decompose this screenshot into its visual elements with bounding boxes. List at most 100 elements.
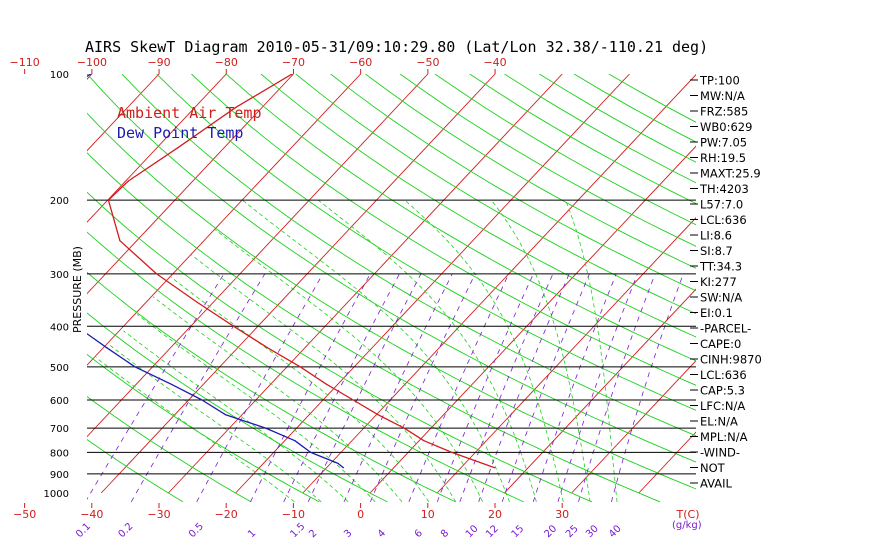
mixing-ratio-line	[343, 273, 453, 503]
pressure-tick-label: 300	[50, 270, 69, 281]
mixing-ratio-line	[436, 273, 534, 503]
dry-adiabat-line	[87, 112, 696, 490]
index-label: SI:8.7	[700, 244, 733, 258]
mixing-ratio-label: 6	[413, 528, 425, 540]
mixing-ratio-label: 30	[584, 523, 601, 540]
index-label: EI:0.1	[700, 306, 733, 320]
index-label: MW:N/A	[700, 89, 745, 103]
top-temp-tick-label: −40	[483, 56, 506, 69]
dew-point-temp-point	[310, 451, 312, 453]
dry-adiabat-line	[469, 74, 696, 204]
legend-dew-point-temp: Dew Point Temp	[117, 124, 243, 142]
index-label: LFC:N/A	[700, 399, 745, 413]
pressure-tick-label: 200	[50, 196, 69, 207]
mixing-ratio-label: 8	[439, 528, 451, 540]
ambient-air-temp-point	[233, 325, 235, 327]
ambient-air-temp-point	[451, 451, 453, 453]
index-label: KI:277	[700, 275, 737, 289]
index-label: MPL:N/A	[700, 430, 748, 444]
dew-point-temp-point	[294, 440, 296, 442]
mixing-ratio-label: 0.2	[116, 521, 135, 540]
mixing-ratio-label: 40	[607, 523, 624, 540]
dew-point-temp-point	[265, 427, 267, 429]
mixing-ratio-label: 0.1	[74, 521, 93, 540]
dew-point-temp-point	[337, 462, 339, 465]
mixing-ratio-line	[557, 273, 638, 503]
index-label: TT:34.3	[699, 260, 742, 274]
dry-adiabat-line	[434, 74, 696, 226]
ambient-air-temp-point	[352, 399, 354, 401]
ambient-air-temp-point	[291, 74, 293, 75]
mixing-ratio-label: 12	[484, 523, 501, 540]
dry-adiabat-line	[504, 74, 696, 184]
index-label: FRZ:585	[700, 105, 748, 119]
y-axis-label: PRESSURE (MB)	[71, 246, 84, 333]
ambient-air-temp-point	[494, 467, 496, 469]
ambient-air-temp-point	[119, 240, 121, 242]
moist-adiabat-line	[137, 314, 376, 503]
mixing-ratio-line	[532, 273, 617, 503]
isotherm-line	[87, 74, 429, 438]
dry-adiabat-line	[156, 74, 696, 411]
pressure-tick-label: 400	[50, 322, 69, 333]
mixing-ratio-label: 4	[376, 528, 388, 540]
axis-layer: 1002003004005006007008009001000−120−110−…	[10, 56, 702, 540]
moist-adiabat-line	[214, 229, 483, 503]
index-label: TP:100	[699, 74, 740, 88]
pressure-tick-label: 500	[50, 363, 69, 374]
mixing-ratio-line	[283, 273, 400, 503]
dry-adiabat-line	[87, 271, 456, 503]
mixing-ratio-line	[459, 273, 554, 503]
dew-point-temp-point	[89, 74, 92, 75]
dew-point-temp-point	[170, 383, 172, 385]
dew-point-temp-point	[342, 467, 345, 469]
top-temp-tick-label: −100	[77, 56, 107, 69]
isotherm-line	[100, 74, 496, 494]
bottom-temp-tick-label: 0	[357, 508, 364, 521]
moist-adiabat-line	[242, 199, 510, 503]
mixing-ratio-line	[478, 273, 570, 503]
index-label: LCL:636	[700, 368, 747, 382]
ambient-air-temp-point	[325, 383, 328, 385]
dew-point-temp-point	[201, 399, 203, 401]
mixing-ratio-unit: (g/kg)	[672, 520, 702, 531]
moist-adiabat-line	[490, 199, 591, 502]
ambient-air-temp-point	[235, 106, 237, 108]
mixing-ratio-label: 10	[464, 523, 481, 540]
index-label: CINH:9870	[700, 353, 762, 367]
dry-adiabat-line	[260, 74, 696, 338]
isotherm-line	[87, 74, 227, 223]
dew-point-temp-point	[134, 366, 136, 368]
index-label: L57:7.0	[700, 198, 743, 212]
dry-adiabat-line	[87, 395, 252, 503]
isotherm-line	[87, 74, 361, 366]
ambient-air-temp-point	[481, 462, 484, 465]
mixing-ratio-line	[196, 273, 324, 503]
legend: Ambient Air Temp Dew Point Temp	[117, 104, 262, 142]
moist-adiabat-line	[317, 199, 537, 503]
mixing-ratio-label: 2	[307, 528, 319, 540]
moist-adiabat-line	[95, 357, 295, 503]
mixing-ratio-line	[87, 273, 225, 500]
moist-adiabat-line	[152, 296, 403, 503]
bottom-temp-tick-label: −20	[215, 508, 238, 521]
dry-adiabat-line	[87, 152, 661, 503]
mixing-ratio-label: 20	[542, 523, 559, 540]
index-label: CAPE:0	[700, 337, 741, 351]
moist-adiabat-line	[565, 199, 618, 502]
mixing-ratio-line	[250, 273, 371, 503]
index-label: EL:N/A	[700, 415, 738, 429]
moist-adiabat-line	[107, 343, 322, 503]
index-label: RH:19.5	[700, 151, 746, 165]
top-temp-tick-label: −110	[10, 56, 40, 69]
isotherm-line	[302, 74, 696, 494]
dry-adiabat-line	[121, 74, 696, 437]
mixing-ratio-label: 0.5	[187, 521, 206, 540]
mixing-ratio-line	[307, 273, 422, 503]
dry-adiabat-line	[87, 231, 524, 503]
mixing-ratio-label: 1.5	[288, 521, 307, 540]
bottom-temp-tick-label: 30	[555, 508, 569, 521]
mixing-ratio-label: 1	[246, 528, 258, 540]
ambient-air-temp-point	[107, 199, 109, 201]
